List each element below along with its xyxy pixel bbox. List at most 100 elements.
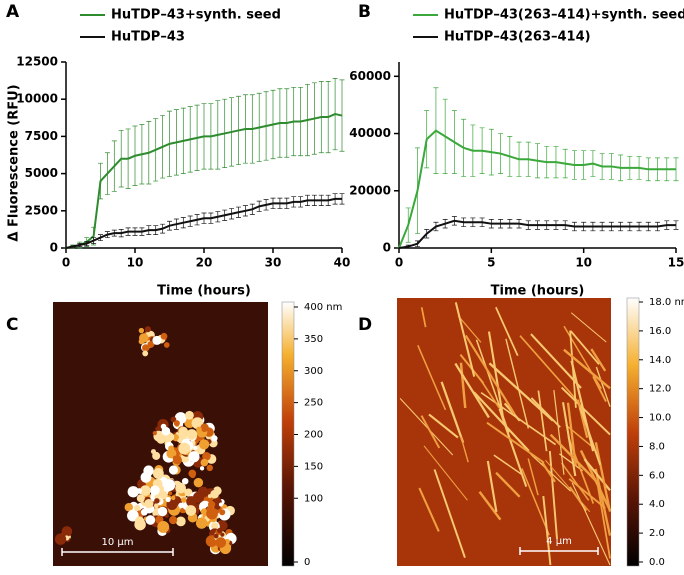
series-line [398,219,676,249]
x-tick-label: 40 [334,256,351,270]
afm-feature [216,527,223,534]
x-tick-label: 0 [62,256,70,270]
afm-feature [172,455,178,461]
afm-feature [147,341,155,348]
afm-feature [154,498,160,504]
afm-feature [165,496,171,503]
afm-fibril [530,333,582,389]
afm-fibril [541,461,556,483]
y-tick-label: 60000 [349,69,391,83]
afm-fibril [542,495,552,566]
afm-feature [207,500,216,509]
x-tick-label: 15 [668,256,684,270]
afm-feature [152,468,164,479]
afm-feature [166,448,177,459]
y-tick-label: 7500 [25,129,58,143]
afm-fibril [576,399,589,438]
afm-fibril [566,402,577,466]
colorbar-tick-label: 300 [304,366,323,377]
scale-bar-label: 4 µm [546,536,572,547]
afm-feature [220,532,225,537]
afm-feature [218,502,224,507]
afm-fibril [519,335,579,403]
afm-feature [145,515,156,525]
colorbar-tick-label: 18.0 nm [649,297,684,308]
y-tick-label: 5000 [25,166,58,180]
afm-feature [142,350,149,357]
afm-feature [149,485,160,496]
afm-fibril [568,478,606,509]
colorbar-tick-label: 350 [304,334,323,345]
afm-feature [169,515,178,525]
afm-feature [215,537,227,548]
afm-fibril [505,338,530,429]
afm-feature [191,417,204,430]
legend-label: HuTDP–43+synth. seed [111,8,281,23]
afm-feature [219,509,226,516]
afm-feature [155,426,161,432]
afm-feature [142,344,150,352]
afm-fibril [488,362,554,422]
colorbar-tick-label: 10.0 [649,413,671,424]
afm-feature [134,504,141,512]
afm-image [53,302,268,566]
afm-feature [144,498,154,509]
afm-fibril [594,442,612,512]
afm-feature [193,445,198,450]
afm-fibril [475,339,510,433]
afm-feature [213,533,219,539]
series-line [65,197,342,249]
scale-bar [519,547,599,555]
afm-fibril [493,454,522,475]
afm-feature [157,521,170,533]
afm-feature [124,503,134,512]
panel-letter: B [358,2,371,22]
afm-fibril [454,362,490,419]
afm-fibril [495,306,519,357]
afm-fibril [594,468,612,536]
afm-fibril [498,408,528,487]
afm-feature [210,489,219,499]
afm-feature [199,466,205,471]
colorbar-tick-label: 0.0 [649,557,665,568]
afm-feature [159,491,168,500]
x-tick-label: 10 [127,256,144,270]
afm-feature [199,439,210,450]
afm-feature [185,410,194,420]
y-axis-label: Δ Fluorescence (RFU) [7,84,22,241]
x-tick-label: 5 [487,256,495,270]
afm-fibril [478,491,502,521]
colorbar-tick-label: 150 [304,461,323,472]
afm-fibril [495,471,521,498]
x-tick-label: 20 [196,256,213,270]
afm-feature [160,332,168,340]
afm-fibril [548,450,558,539]
x-tick-label: 0 [395,256,403,270]
afm-feature [181,497,187,503]
afm-fibril [559,453,584,472]
afm-feature [168,445,175,452]
afm-feature [195,517,208,529]
afm-feature [185,505,197,516]
afm-fibril [537,390,548,452]
panel-letter: D [358,315,372,335]
afm-feature [167,491,173,496]
series-line [65,113,343,249]
x-tick-label: 10 [575,256,592,270]
afm-feature [200,423,209,433]
legend-label: HuTDP–43(263–414) [444,30,591,45]
afm-feature [171,495,176,501]
colorbar-tick-label: 16.0 [649,326,671,337]
afm-feature [140,508,148,516]
panel-letter: A [6,2,20,22]
afm-feature [54,533,67,545]
afm-feature [140,471,152,483]
afm-fibril [560,386,611,436]
colorbar-tick-label: 6.0 [649,470,665,481]
afm-feature [188,469,197,478]
x-axis-label: Time (hours) [157,284,251,299]
y-tick-label: 0 [383,241,391,255]
afm-fibril [486,421,545,464]
afm-feature [207,494,212,499]
scale-bar-label: 10 µm [101,537,133,548]
